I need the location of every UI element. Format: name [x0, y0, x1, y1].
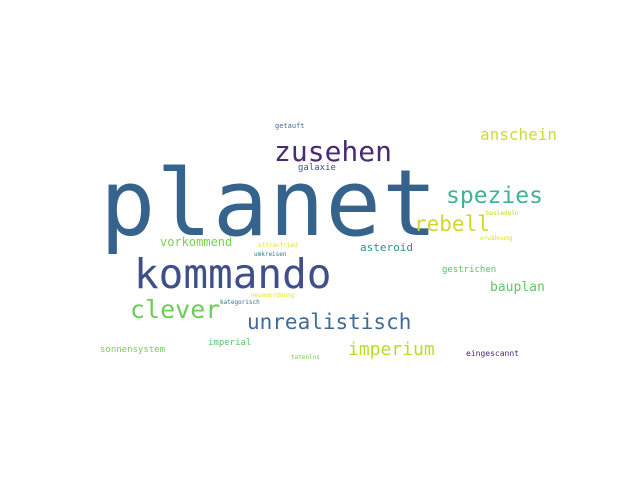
- word-rebell: rebell: [414, 212, 490, 236]
- word-erwaehnung: erwähnung: [480, 235, 513, 242]
- word-neuanordnung: neuanordnung: [251, 292, 295, 299]
- word-imperium: imperium: [348, 339, 435, 360]
- word-clever: clever: [130, 295, 221, 324]
- word-unrealistisch: unrealistisch: [247, 310, 412, 334]
- word-zusehen: zusehen: [274, 135, 393, 168]
- word-galaxie: galaxie: [298, 163, 336, 173]
- word-tatenlos: tatenlos: [291, 354, 320, 361]
- word-asteroid: asteroid: [360, 241, 413, 254]
- word-vorkommend: vorkommend: [160, 235, 233, 249]
- word-stoeranfried: störanfried: [258, 242, 298, 249]
- word-spezies: spezies: [446, 183, 543, 209]
- word-sonnensystem: sonnensystem: [100, 345, 166, 355]
- word-planet: planet: [100, 150, 439, 257]
- word-besiedeln: besiedeln: [486, 210, 519, 217]
- word-kategorisch: kategorisch: [220, 299, 260, 306]
- word-bauplan: bauplan: [490, 280, 545, 295]
- word-anschein: anschein: [480, 125, 558, 144]
- word-gestrichen: gestrichen: [442, 265, 497, 275]
- word-imperial: imperial: [208, 338, 252, 348]
- word-getauft: getauft: [275, 122, 305, 130]
- word-eingescannt: eingescannt: [466, 349, 519, 358]
- word-umkreisen: umkreisen: [254, 251, 287, 258]
- word-kommando: kommando: [134, 250, 332, 298]
